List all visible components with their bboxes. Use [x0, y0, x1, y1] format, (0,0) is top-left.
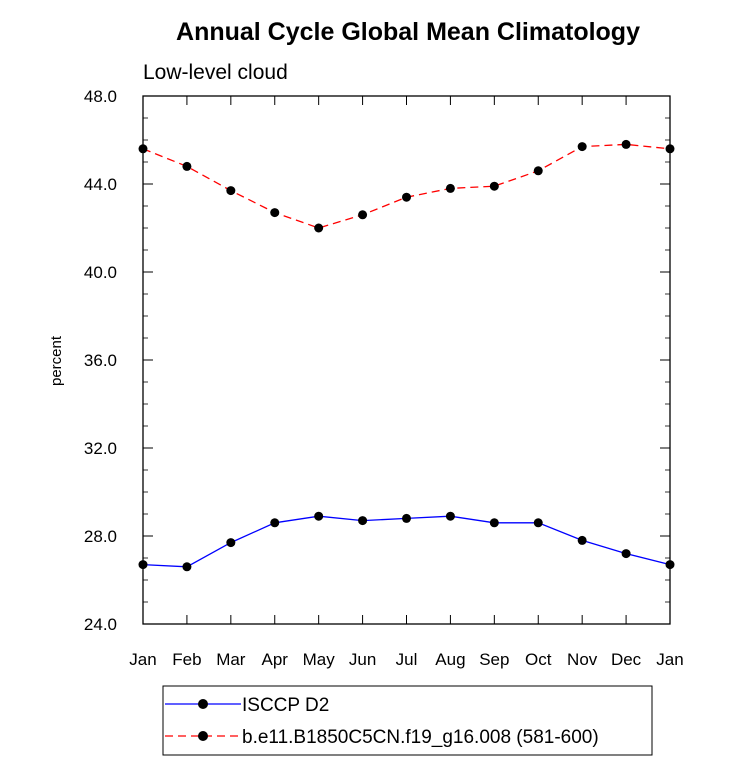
x-tick-label: Jun — [349, 650, 376, 669]
x-tick-label: Oct — [525, 650, 552, 669]
data-point — [665, 560, 675, 570]
data-point — [226, 538, 236, 548]
legend-marker-model — [198, 731, 208, 741]
chart-title: Annual Cycle Global Mean Climatology — [176, 18, 640, 46]
data-point — [182, 161, 192, 171]
y-tick-label: 48.0 — [84, 87, 117, 106]
legend-label-isccp: ISCCP D2 — [242, 695, 329, 716]
legend-label-model: b.e11.B1850C5CN.f19_g16.008 (581-600) — [242, 727, 599, 748]
data-point — [358, 210, 368, 220]
data-point — [138, 144, 148, 154]
legend-box — [162, 685, 653, 756]
x-tick-label: Sep — [479, 650, 509, 669]
x-tick-label: Feb — [172, 650, 201, 669]
x-tick-label: Nov — [567, 650, 598, 669]
data-point — [533, 166, 543, 176]
x-tick-label: Jan — [129, 650, 156, 669]
legend: ISCCP D2 b.e11.B1850C5CN.f19_g16.008 (58… — [162, 685, 653, 756]
data-point — [358, 516, 368, 526]
x-tick-label: May — [303, 650, 336, 669]
chart-subtitle: Low-level cloud — [143, 61, 288, 84]
data-point — [577, 142, 587, 152]
data-point — [445, 511, 455, 521]
data-point — [402, 192, 411, 202]
x-tick-label: Jan — [656, 650, 683, 669]
x-tick-label: Apr — [262, 650, 289, 669]
y-tick-label: 32.0 — [84, 439, 117, 458]
data-point — [577, 535, 587, 545]
data-point — [533, 518, 543, 528]
series-line-0 — [142, 515, 671, 568]
data-point — [665, 144, 675, 154]
data-point — [621, 549, 631, 559]
data-point — [314, 223, 324, 233]
data-point — [182, 562, 192, 572]
x-tick-label: Mar — [216, 650, 246, 669]
x-tick-label: Aug — [435, 650, 465, 669]
y-tick-label: 24.0 — [84, 615, 117, 634]
plot-frame — [142, 95, 671, 625]
data-point — [402, 513, 411, 523]
legend-marker-isccp — [198, 699, 208, 709]
data-point — [489, 518, 499, 528]
data-point — [138, 560, 148, 570]
data-point — [226, 186, 236, 196]
y-tick-label: 36.0 — [84, 351, 117, 370]
data-point — [621, 139, 631, 149]
data-point — [270, 208, 280, 218]
x-tick-label: Jul — [396, 650, 418, 669]
y-tick-label: 28.0 — [84, 527, 117, 546]
x-tick-label: Dec — [611, 650, 642, 669]
data-point — [445, 183, 455, 193]
y-axis-label: percent — [48, 335, 65, 386]
y-tick-label: 44.0 — [84, 175, 117, 194]
series-line-1 — [142, 143, 671, 229]
data-point — [270, 518, 280, 528]
data-point — [314, 511, 324, 521]
plot-area: Jan Feb Mar Apr May Jun Jul Aug Sep Oct Nov Dec Jan 2… — [84, 87, 684, 669]
data-point — [489, 181, 499, 191]
y-tick-label: 40.0 — [84, 263, 117, 282]
